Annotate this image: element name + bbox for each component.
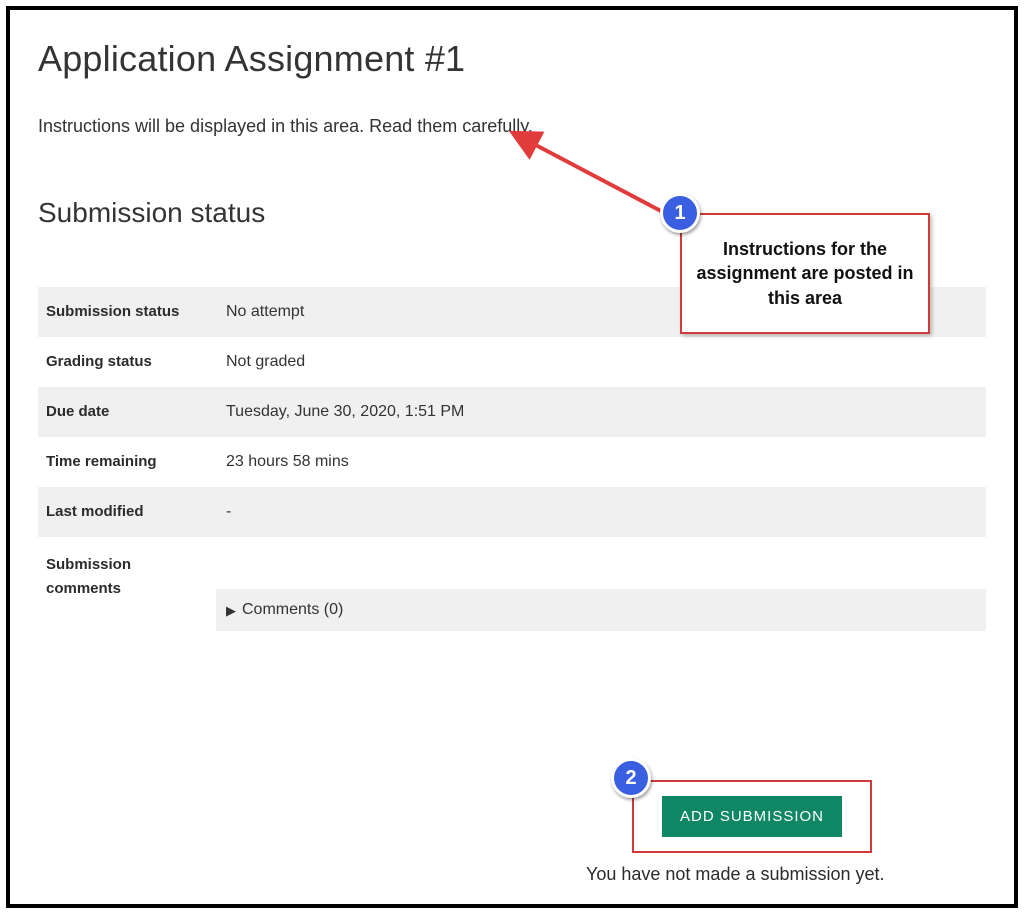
row-label: Submission comments (38, 537, 216, 631)
comments-toggle[interactable]: ▶ Comments (0) (216, 589, 986, 631)
row-label: Submission status (38, 287, 216, 337)
spacer (216, 537, 986, 589)
table-row: Grading status Not graded (38, 337, 986, 387)
table-row: Due date Tuesday, June 30, 2020, 1:51 PM (38, 387, 986, 437)
chevron-right-icon: ▶ (226, 604, 236, 617)
comments-toggle-label: Comments (0) (242, 601, 343, 619)
row-label: Grading status (38, 337, 216, 387)
row-value: Not graded (216, 337, 986, 387)
annotation-badge-2: 2 (611, 758, 651, 798)
table-row: Time remaining 23 hours 58 mins (38, 437, 986, 487)
screenshot-frame: Application Assignment #1 Instructions w… (6, 6, 1018, 908)
add-submission-button[interactable]: ADD SUBMISSION (662, 796, 842, 837)
status-table: Submission status No attempt Grading sta… (38, 287, 986, 631)
row-value: - (216, 487, 986, 537)
page-title: Application Assignment #1 (38, 38, 986, 80)
table-row: Last modified - (38, 487, 986, 537)
comments-row: Submission comments ▶ Comments (0) (38, 537, 986, 631)
annotation-callout-1: Instructions for the assignment are post… (680, 213, 930, 334)
row-label: Due date (38, 387, 216, 437)
annotation-badge-1: 1 (660, 193, 700, 233)
row-value: Tuesday, June 30, 2020, 1:51 PM (216, 387, 986, 437)
row-label: Time remaining (38, 437, 216, 487)
submit-area: ADD SUBMISSION (632, 780, 872, 853)
no-submission-text: You have not made a submission yet. (586, 864, 885, 885)
row-label: Last modified (38, 487, 216, 537)
annotation-callout-2: ADD SUBMISSION (632, 780, 872, 853)
row-value: 23 hours 58 mins (216, 437, 986, 487)
instructions-text: Instructions will be displayed in this a… (38, 116, 986, 137)
comments-value-wrap: ▶ Comments (0) (216, 537, 986, 631)
